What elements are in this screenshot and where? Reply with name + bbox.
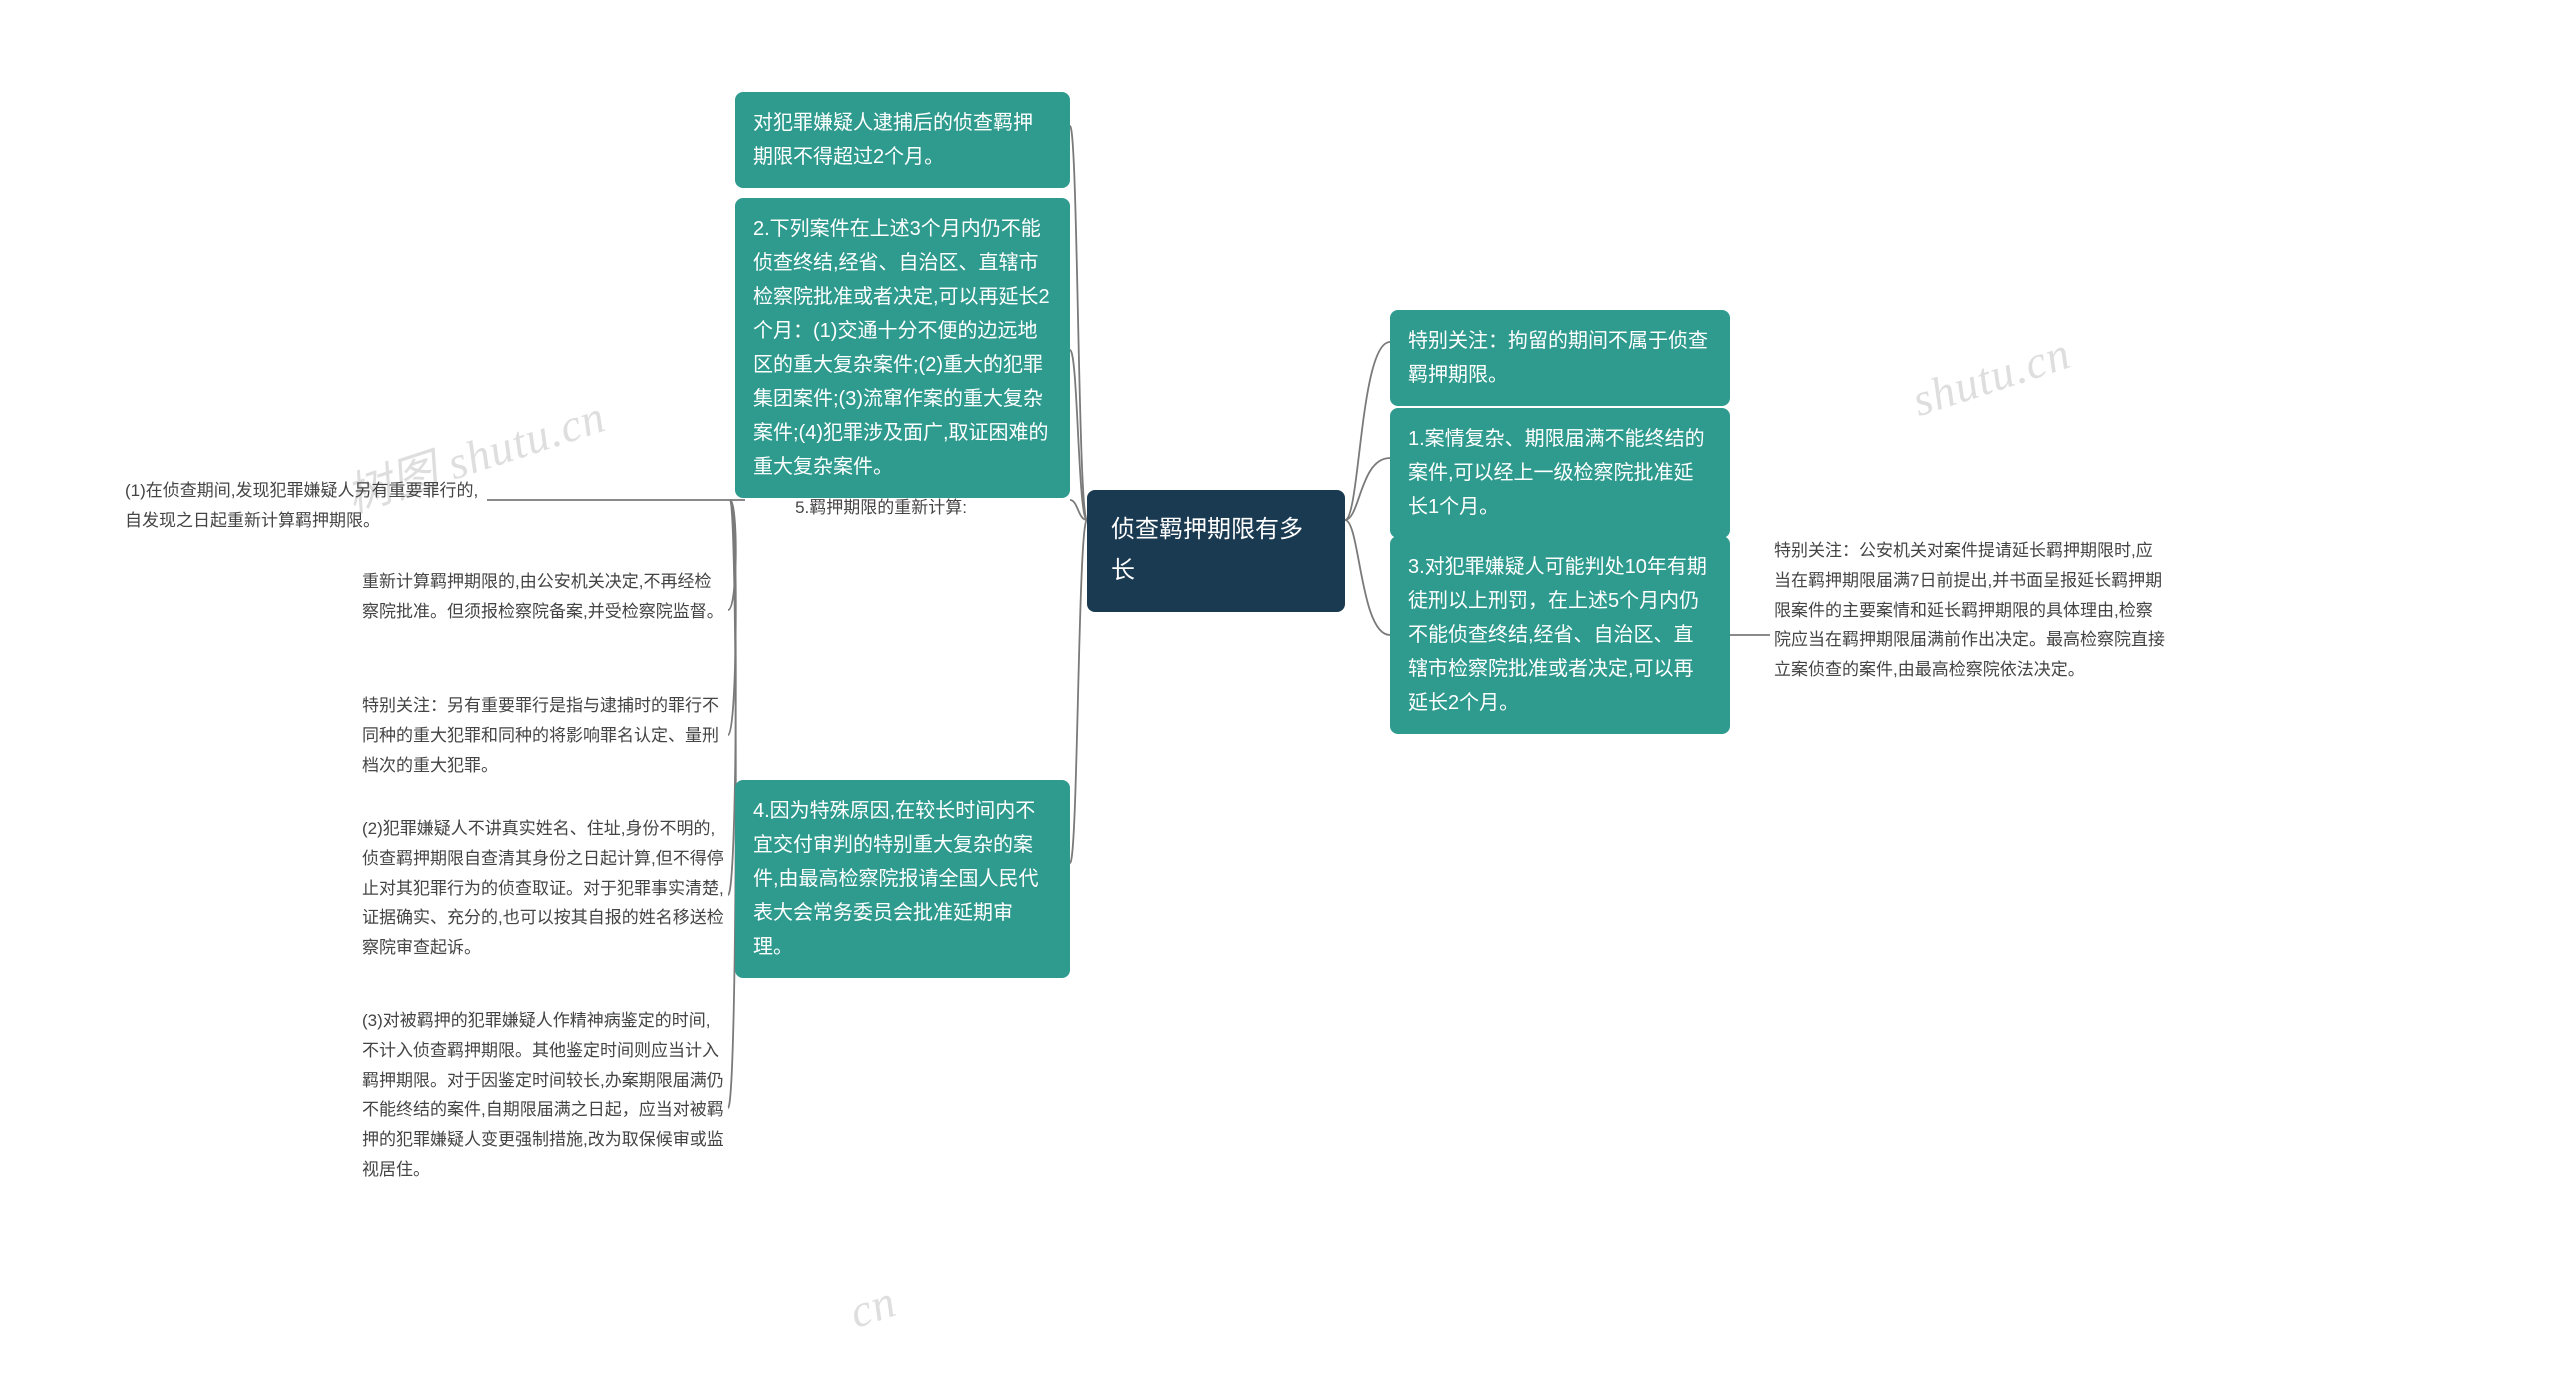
right-node-3-text: 3.对犯罪嫌疑人可能判处10年有期徒刑以上刑罚，在上述5个月内仍不能侦查终结,经… [1408,550,1712,720]
right-node-2-text: 1.案情复杂、期限届满不能终结的案件,可以经上一级检察院批准延长1个月。 [1408,422,1712,524]
watermark: shutu.cn [1906,326,2077,427]
left-node-3-child-4: (2)犯罪嫌疑人不讲真实姓名、住址,身份不明的,侦查羁押期限自查清其身份之日起计… [358,808,728,969]
left-node-4-text: 4.因为特殊原因,在较长时间内不宜交付审判的特别重大复杂的案件,由最高检察院报请… [753,794,1052,964]
right-node-1-text: 特别关注：拘留的期间不属于侦查羁押期限。 [1408,324,1712,392]
right-node-3-child: 特别关注：公安机关对案件提请延长羁押期限时,应当在羁押期限届满7日前提出,并书面… [1770,530,2170,691]
left-node-3-child-3: 特别关注：另有重要罪行是指与逮捕时的罪行不同种的重大犯罪和同种的将影响罪名认定、… [358,685,728,786]
root-title: 侦查羁押期限有多长 [1111,510,1321,592]
left-node-3-child-2: 重新计算羁押期限的,由公安机关决定,不再经检察院批准。但须报检察院备案,并受检察… [358,561,728,633]
right-node-1[interactable]: 特别关注：拘留的期间不属于侦查羁押期限。 [1390,310,1730,406]
left-node-4[interactable]: 4.因为特殊原因,在较长时间内不宜交付审判的特别重大复杂的案件,由最高检察院报请… [735,780,1070,978]
left-node-1[interactable]: 对犯罪嫌疑人逮捕后的侦查羁押期限不得超过2个月。 [735,92,1070,188]
left-node-3-child-5: (3)对被羁押的犯罪嫌疑人作精神病鉴定的时间,不计入侦查羁押期限。其他鉴定时间则… [358,1000,728,1191]
left-node-3-label: 5.羁押期限的重新计算: [745,487,971,529]
right-node-3[interactable]: 3.对犯罪嫌疑人可能判处10年有期徒刑以上刑罚，在上述5个月内仍不能侦查终结,经… [1390,536,1730,734]
left-node-2-text: 2.下列案件在上述3个月内仍不能侦查终结,经省、自治区、直辖市检察院批准或者决定… [753,212,1052,484]
root-node[interactable]: 侦查羁押期限有多长 [1087,490,1345,612]
left-node-1-text: 对犯罪嫌疑人逮捕后的侦查羁押期限不得超过2个月。 [753,106,1052,174]
left-node-2[interactable]: 2.下列案件在上述3个月内仍不能侦查终结,经省、自治区、直辖市检察院批准或者决定… [735,198,1070,498]
right-node-2[interactable]: 1.案情复杂、期限届满不能终结的案件,可以经上一级检察院批准延长1个月。 [1390,408,1730,538]
left-node-3-child-1: (1)在侦查期间,发现犯罪嫌疑人另有重要罪行的,自发现之日起重新计算羁押期限。 [121,470,487,542]
watermark: cn [843,1274,903,1338]
